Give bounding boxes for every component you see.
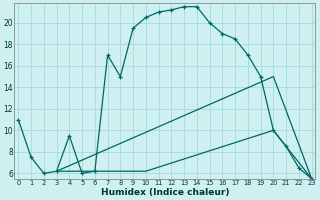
X-axis label: Humidex (Indice chaleur): Humidex (Indice chaleur) <box>101 188 229 197</box>
